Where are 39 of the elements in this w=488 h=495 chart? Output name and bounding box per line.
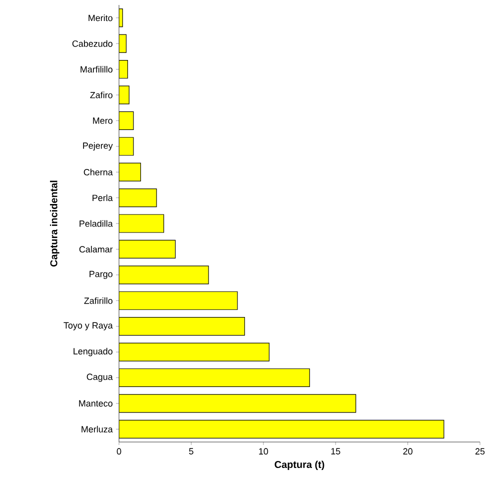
y-tick-label: Pejerey xyxy=(83,142,113,151)
x-tick-label: 5 xyxy=(189,448,194,454)
y-tick-label: Zafirillo xyxy=(84,297,112,304)
bar xyxy=(119,240,176,258)
x-tick-label: 20 xyxy=(403,448,412,455)
y-tick-label: Merluza xyxy=(82,426,113,432)
y-tick-label: Cagua xyxy=(86,374,113,382)
y-axis-title: Captura incidental xyxy=(50,180,60,267)
y-tick-label: Pargo xyxy=(90,270,112,279)
x-axis-title: Captura (t) xyxy=(274,460,324,470)
bar xyxy=(119,342,270,362)
y-tick-label: Calamar xyxy=(79,246,113,253)
y-tick-label: Cherna xyxy=(84,168,113,176)
bar xyxy=(119,291,238,310)
bar xyxy=(119,394,356,413)
y-tick-label: Peladilla xyxy=(80,220,113,227)
y-tick-label: Cabezudo xyxy=(72,40,112,47)
y-tick-label: Lenguado xyxy=(74,348,112,356)
bar xyxy=(119,420,444,438)
bar xyxy=(119,188,157,208)
bar xyxy=(119,317,245,336)
bar xyxy=(119,111,134,130)
bar xyxy=(119,214,164,233)
bar xyxy=(119,368,310,388)
y-tick-label: Perla xyxy=(92,194,113,202)
y-tick-label: Manteco xyxy=(79,400,112,407)
x-tick-label: 15 xyxy=(331,448,340,454)
x-tick-label: 0 xyxy=(116,448,122,455)
y-tick-label: Zafiro xyxy=(90,92,112,98)
y-tick-label: Mero xyxy=(93,118,112,124)
bar xyxy=(119,162,141,182)
x-tick-label: 10 xyxy=(259,448,268,455)
x-tick-label: 25 xyxy=(475,448,485,455)
bar xyxy=(119,60,128,78)
y-tick-label: Merito xyxy=(88,14,112,22)
y-tick-label: Toyo y Raya xyxy=(64,322,113,330)
bar xyxy=(119,266,209,284)
y-tick-label: Marfilillo xyxy=(80,66,112,73)
bar xyxy=(119,137,134,156)
